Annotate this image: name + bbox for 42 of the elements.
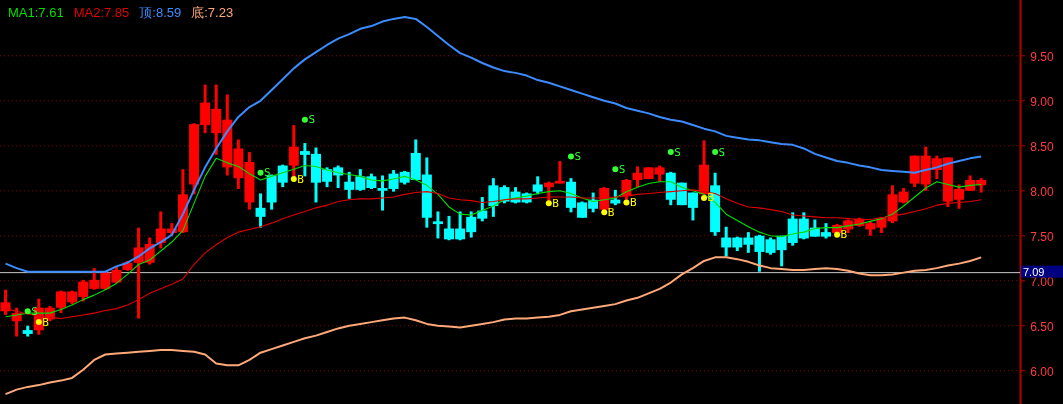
text: MA1:7.61 bbox=[8, 4, 64, 20]
data-label: S bbox=[618, 162, 626, 176]
data-label: S bbox=[264, 166, 271, 180]
point bbox=[701, 194, 708, 201]
point bbox=[667, 149, 674, 156]
data-label: S bbox=[31, 304, 38, 318]
data-label: S bbox=[308, 113, 316, 127]
data-label: S bbox=[674, 145, 681, 159]
point bbox=[301, 116, 308, 123]
text: 底:7.23 bbox=[191, 4, 234, 20]
point bbox=[567, 153, 574, 160]
point bbox=[834, 231, 841, 238]
text: 顶:8.59 bbox=[139, 4, 182, 20]
y-tick-label: 7.50 bbox=[1030, 229, 1054, 244]
y-tick-label: 6.00 bbox=[1030, 364, 1054, 379]
point bbox=[290, 176, 297, 183]
candlestick bbox=[432, 211, 443, 239]
data-label: S bbox=[574, 150, 582, 164]
text: MA2:7.85 bbox=[73, 4, 130, 20]
y-tick-label: 8.00 bbox=[1030, 184, 1054, 199]
y-tick-label: 8.50 bbox=[1030, 139, 1054, 154]
y-tick-label: 6.50 bbox=[1030, 319, 1054, 334]
y-tick-label: 9.50 bbox=[1030, 49, 1054, 64]
data-label: B bbox=[552, 196, 560, 210]
point bbox=[24, 308, 31, 315]
data-label: B bbox=[629, 195, 637, 209]
data-label: B bbox=[840, 228, 848, 242]
point bbox=[257, 169, 264, 176]
data-label: B bbox=[297, 172, 305, 186]
point bbox=[545, 200, 552, 207]
point bbox=[623, 199, 630, 206]
candlestick bbox=[288, 125, 299, 177]
point bbox=[601, 209, 608, 216]
point bbox=[612, 166, 619, 173]
ref-line-label: 7.09 bbox=[1023, 265, 1045, 278]
point bbox=[712, 149, 719, 156]
line-series bbox=[4, 256, 983, 396]
data-label: B bbox=[607, 205, 615, 219]
candlestick bbox=[0, 289, 11, 315]
candlestick bbox=[255, 193, 266, 228]
data-label: S bbox=[718, 145, 726, 159]
y-tick-label: 9.00 bbox=[1030, 94, 1054, 109]
